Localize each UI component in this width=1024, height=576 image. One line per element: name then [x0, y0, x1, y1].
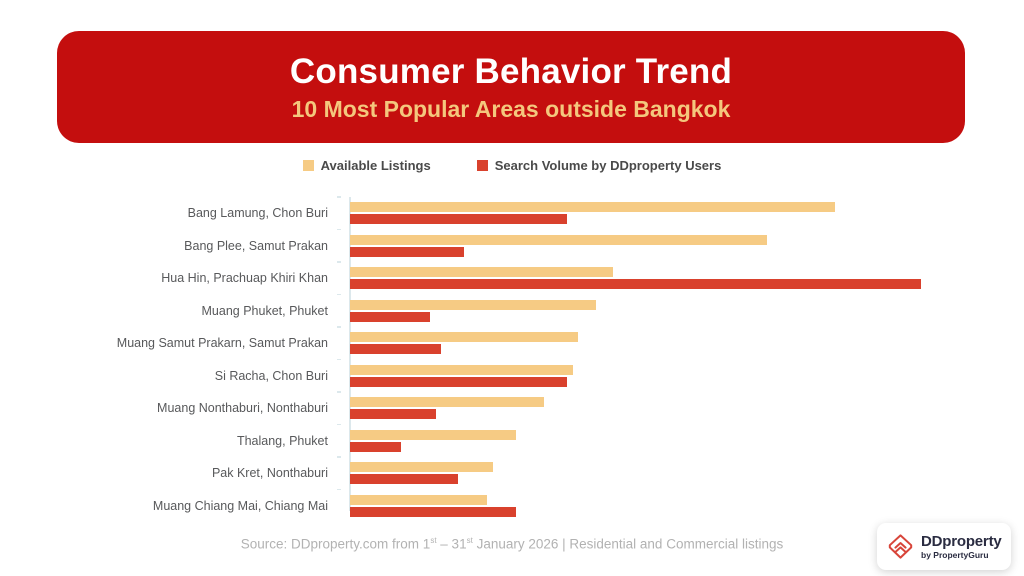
bar-pair [337, 456, 1012, 484]
chart-rows: Bang Lamung, Chon Buri Bang Plee, Samut … [0, 196, 1012, 517]
legend-label: Available Listings [320, 158, 431, 173]
available-listings-bar [350, 202, 836, 212]
source-text-part: Source: DDproperty.com from 1 [240, 536, 431, 552]
chart-row: Bang Plee, Samut Prakan [0, 228, 1012, 257]
category-label: Bang Plee, Samut Prakan [184, 238, 328, 253]
logo-name: DDproperty [921, 532, 1002, 550]
chart-row: Muang Nonthaburi, Nonthaburi [0, 391, 1012, 419]
bar-pair [337, 196, 1012, 224]
search-volume-bar [350, 506, 516, 517]
legend-label: Search Volume by DDproperty Users [494, 158, 722, 173]
available-listings-bar [350, 429, 516, 440]
ddproperty-logo: DDproperty by PropertyGuru [877, 523, 1011, 570]
search-volume-bar [350, 344, 442, 354]
chart-row: Muang Samut Prakarn, Samut Prakan [0, 326, 1012, 354]
page-title: Consumer Behavior Trend [289, 51, 733, 91]
category-label: Thalang, Phuket [236, 433, 328, 448]
source-line: Source: DDproperty.com from 1st – 31st J… [0, 536, 1024, 552]
available-listings-bar [350, 299, 596, 310]
legend: Available Listings Search Volume by DDpr… [0, 158, 1024, 173]
legend-swatch-icon [302, 160, 314, 171]
search-volume-bar [350, 474, 459, 484]
bar-pair [337, 228, 1012, 257]
search-volume-bar [350, 311, 430, 322]
ddproperty-house-icon [887, 533, 914, 560]
search-volume-bar [350, 214, 567, 224]
available-listings-bar [350, 397, 545, 407]
search-volume-bar [350, 376, 567, 387]
bar-pair [337, 358, 1012, 387]
category-label: Si Racha, Chon Buri [214, 368, 328, 383]
search-volume-bar [350, 279, 921, 289]
available-listings-bar [350, 462, 493, 472]
source-text-part: – 31 [436, 536, 467, 552]
legend-item: Available Listings [302, 158, 431, 173]
bar-pair [337, 261, 1012, 289]
bar-pair [337, 423, 1012, 452]
search-volume-bar [350, 246, 465, 257]
header-banner: Consumer Behavior Trend 10 Most Popular … [57, 31, 965, 143]
logo-byline: by PropertyGuru [921, 549, 989, 560]
bar-pair [337, 326, 1012, 354]
category-label: Muang Nonthaburi, Nonthaburi [157, 401, 328, 415]
category-axis-line [349, 197, 351, 511]
chart-row: Muang Chiang Mai, Chiang Mai [0, 488, 1012, 517]
page-subtitle: 10 Most Popular Areas outside Bangkok [291, 95, 731, 122]
chart-row: Bang Lamung, Chon Buri [0, 196, 1012, 224]
category-label: Hua Hin, Prachuap Khiri Khan [161, 271, 328, 285]
bar-pair [337, 488, 1012, 517]
category-label: Bang Lamung, Chon Buri [187, 206, 328, 220]
chart-row: Muang Phuket, Phuket [0, 293, 1012, 322]
category-label: Muang Phuket, Phuket [201, 303, 328, 318]
available-listings-bar [350, 267, 613, 277]
chart-row: Si Racha, Chon Buri [0, 358, 1012, 387]
search-volume-bar [350, 441, 402, 452]
available-listings-bar [350, 234, 767, 245]
bar-pair [337, 391, 1012, 419]
category-label: Muang Samut Prakarn, Samut Prakan [116, 336, 328, 350]
chart-row: Pak Kret, Nonthaburi [0, 456, 1012, 484]
legend-swatch-icon [476, 160, 488, 171]
logo-wordmark: DDproperty by PropertyGuru [921, 534, 1002, 560]
bar-pair [337, 293, 1012, 322]
category-label: Muang Chiang Mai, Chiang Mai [152, 498, 328, 513]
legend-item: Search Volume by DDproperty Users [476, 158, 722, 173]
available-listings-bar [350, 494, 488, 505]
search-volume-bar [350, 409, 436, 419]
available-listings-bar [350, 364, 573, 375]
category-label: Pak Kret, Nonthaburi [211, 466, 328, 480]
available-listings-bar [350, 332, 579, 342]
source-superscript: st [430, 536, 437, 545]
chart-row: Hua Hin, Prachuap Khiri Khan [0, 261, 1012, 289]
source-text-part: January 2026 | Residential and Commercia… [472, 536, 784, 552]
bar-chart: Bang Lamung, Chon Buri Bang Plee, Samut … [0, 196, 1012, 517]
chart-row: Thalang, Phuket [0, 423, 1012, 452]
source-superscript: st [466, 536, 473, 545]
